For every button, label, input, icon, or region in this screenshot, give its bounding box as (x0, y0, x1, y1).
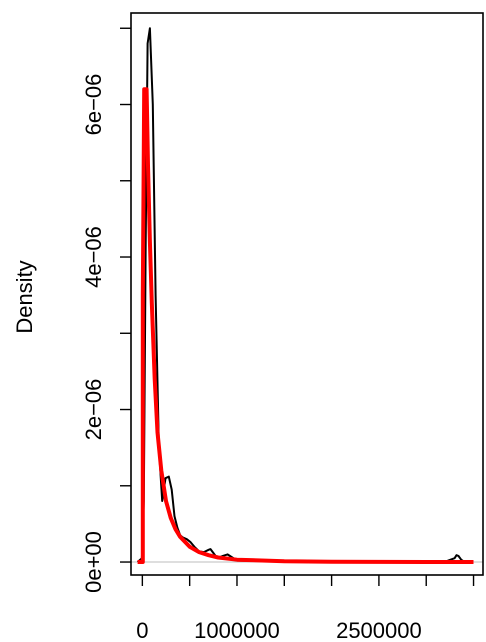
y-tick-label: 2e−06 (81, 379, 106, 441)
x-axis: 0 1000000 2500000 (136, 575, 475, 642)
y-tick-label: 6e−06 (81, 74, 106, 136)
y-tick-label: 4e−06 (81, 226, 106, 288)
y-axis-title: Density (12, 260, 37, 333)
plot-frame (130, 12, 484, 576)
x-tick-label: 0 (136, 618, 148, 642)
x-tick-label: 2500000 (336, 618, 422, 642)
x-tick-label: 1000000 (194, 618, 280, 642)
series-line-2 (137, 87, 474, 564)
y-tick-label: 0e+00 (81, 531, 106, 593)
y-axis: 0e+00 2e−06 4e−06 6e−06 (81, 27, 131, 593)
series-layer (136, 27, 474, 564)
